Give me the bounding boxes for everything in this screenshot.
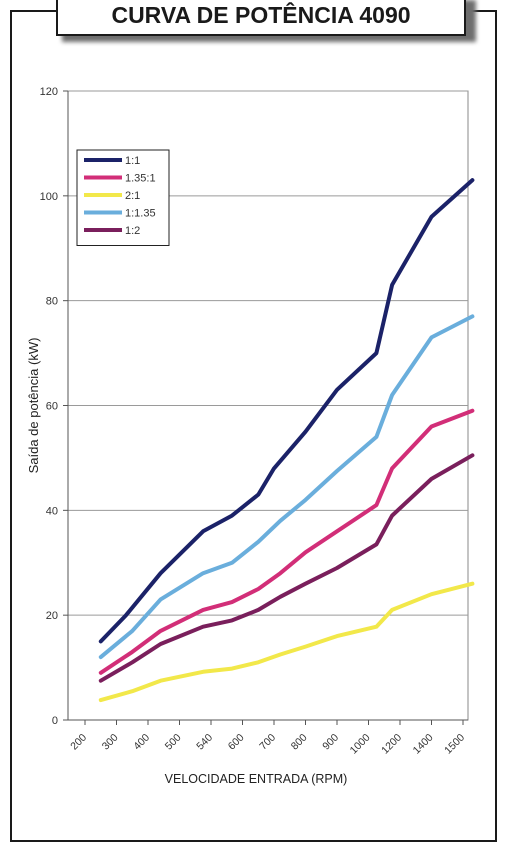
- y-tick-label: 0: [52, 715, 58, 727]
- x-tick-label: 800: [289, 732, 310, 753]
- y-tick-label: 120: [40, 86, 58, 98]
- y-tick-label: 80: [46, 296, 58, 308]
- x-tick-label: 900: [320, 732, 341, 753]
- x-tick-label: 300: [100, 732, 121, 753]
- x-tick-label: 700: [257, 732, 278, 753]
- x-tick-label: 600: [226, 732, 247, 753]
- series-line: [98, 453, 475, 683]
- y-tick-label: 100: [40, 191, 58, 203]
- y-tick-label: 60: [46, 401, 58, 413]
- series-line: [98, 314, 475, 660]
- x-tick-label: 540: [194, 732, 215, 753]
- legend-label: 1:1: [125, 155, 140, 167]
- legend-label: 1:2: [125, 225, 140, 237]
- x-tick-label: 500: [163, 732, 184, 753]
- x-tick-label: 400: [131, 732, 152, 753]
- x-tick-label: 1200: [379, 732, 404, 757]
- series-line: [98, 178, 475, 644]
- legend-label: 1.35:1: [125, 173, 156, 185]
- x-tick-label: 1500: [442, 732, 467, 757]
- x-tick-label: 1000: [348, 732, 373, 757]
- series-line: [98, 408, 475, 675]
- series-line: [98, 581, 475, 703]
- y-tick-label: 40: [46, 505, 58, 517]
- y-tick-label: 20: [46, 610, 58, 622]
- legend-label: 1:1.35: [125, 208, 156, 220]
- title-box: CURVA DE POTÊNCIA 4090: [56, 0, 466, 36]
- x-tick-label: 200: [68, 732, 89, 753]
- page-title: CURVA DE POTÊNCIA 4090: [111, 1, 411, 28]
- x-axis-label: VELOCIDADE ENTRADA (RPM): [165, 772, 348, 786]
- x-tick-label: 1400: [411, 732, 436, 757]
- y-axis-label: Saída de potência (kW): [26, 338, 41, 474]
- legend-label: 2:1: [125, 190, 140, 202]
